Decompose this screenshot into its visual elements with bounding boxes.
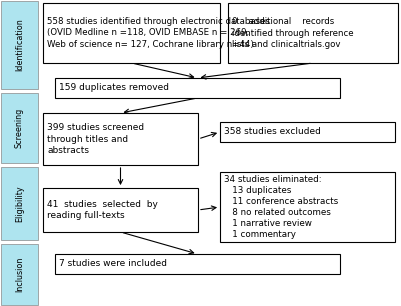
Text: 7 studies were included: 7 studies were included xyxy=(59,259,167,268)
Bar xyxy=(1,167,38,240)
Bar xyxy=(43,188,198,232)
Text: 558 studies identified through electronic databases
(OVID Medline n =118, OVID E: 558 studies identified through electroni… xyxy=(47,17,270,49)
Bar xyxy=(1,93,38,163)
Text: 41  studies  selected  by
reading full-texts: 41 studies selected by reading full-text… xyxy=(47,200,158,220)
Text: Identification: Identification xyxy=(15,19,24,71)
Bar xyxy=(43,113,198,165)
Text: Screening: Screening xyxy=(15,108,24,148)
Bar xyxy=(55,78,340,98)
Bar xyxy=(1,244,38,305)
Text: 34 studies eliminated:
   13 duplicates
   11 conference abstracts
   8 no relat: 34 studies eliminated: 13 duplicates 11 … xyxy=(224,175,338,239)
Bar xyxy=(220,172,395,242)
Bar xyxy=(55,254,340,274)
Text: 0    additional    records
identified through reference
lists and clinicaltrials: 0 additional records identified through … xyxy=(232,17,354,49)
Text: Inclusion: Inclusion xyxy=(15,257,24,292)
Text: Eligibility: Eligibility xyxy=(15,185,24,222)
Text: 358 studies excluded: 358 studies excluded xyxy=(224,128,321,136)
Text: 399 studies screened
through titles and
abstracts: 399 studies screened through titles and … xyxy=(47,123,144,155)
Bar xyxy=(228,3,398,63)
Bar xyxy=(43,3,220,63)
Bar xyxy=(220,122,395,142)
Text: 159 duplicates removed: 159 duplicates removed xyxy=(59,84,169,92)
Bar xyxy=(1,1,38,89)
